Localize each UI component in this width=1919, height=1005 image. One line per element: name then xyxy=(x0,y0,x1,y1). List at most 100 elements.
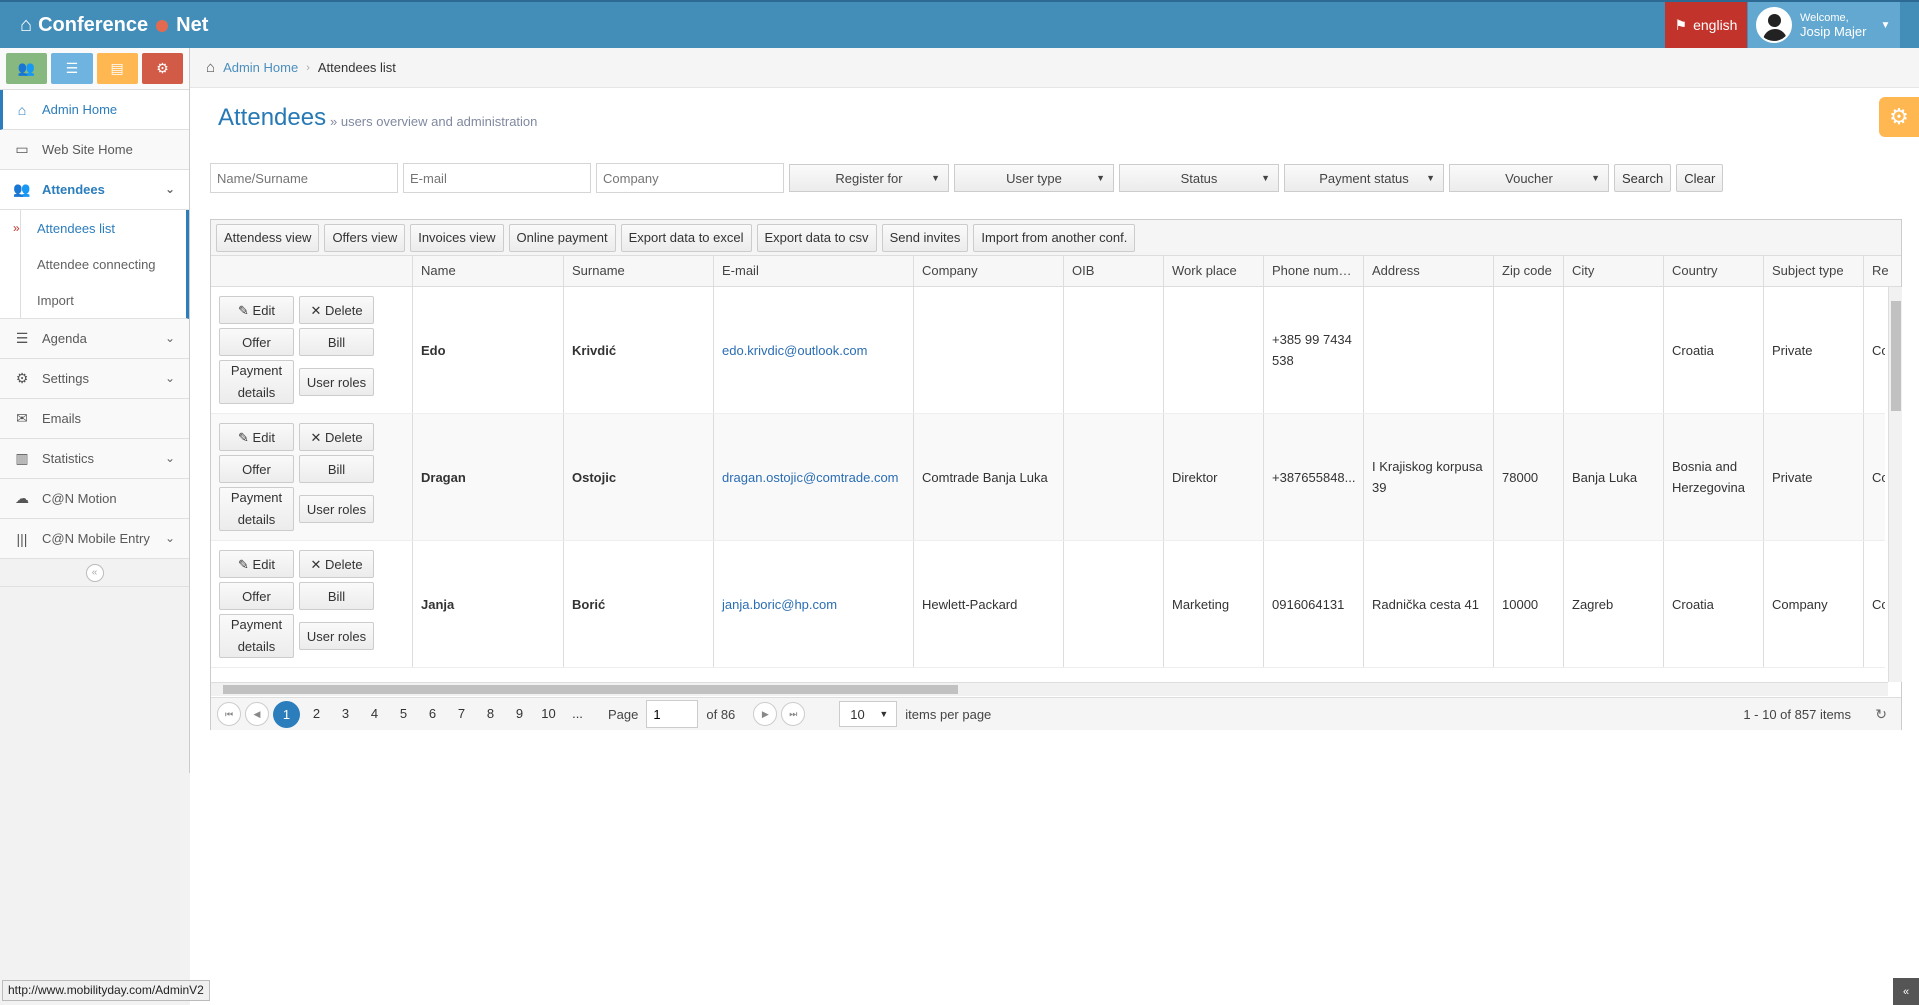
user-roles-button[interactable]: User roles xyxy=(299,495,374,523)
page-5-button[interactable]: 5 xyxy=(399,706,408,721)
sidebar-item-emails[interactable]: ✉ Emails xyxy=(0,399,189,439)
user-roles-button[interactable]: User roles xyxy=(299,622,374,650)
status-dropdown[interactable]: Status ▼ xyxy=(1119,164,1279,192)
email-link[interactable]: janja.boric@hp.com xyxy=(722,596,838,612)
export-excel-button[interactable]: Export data to excel xyxy=(620,223,752,252)
sidebar-subitem-attendees-list[interactable]: Attendees list xyxy=(13,210,186,246)
page-6-button[interactable]: 6 xyxy=(428,706,437,721)
column-header-city[interactable]: City xyxy=(1564,256,1664,286)
offer-button[interactable]: Offer xyxy=(219,328,294,356)
scroll-to-top-button[interactable]: « xyxy=(1893,978,1919,1005)
column-header-name[interactable]: Name xyxy=(413,256,564,286)
column-header-oib[interactable]: OIB xyxy=(1064,256,1164,286)
bill-button[interactable]: Bill xyxy=(299,455,374,483)
offer-button[interactable]: Offer xyxy=(219,582,294,610)
register-for-dropdown[interactable]: Register for ▼ xyxy=(789,164,949,192)
delete-button[interactable]: ✕ Delete xyxy=(299,296,374,324)
scrollbar-thumb[interactable] xyxy=(223,685,958,694)
online-payment-button[interactable]: Online payment xyxy=(508,223,616,252)
user-menu[interactable]: Welcome, Josip Majer ▼ xyxy=(1748,2,1900,48)
sidebar-item-web-site-home[interactable]: ▭ Web Site Home xyxy=(0,130,189,170)
edit-button[interactable]: ✎ Edit xyxy=(219,423,294,451)
first-page-button[interactable]: ⏮ xyxy=(217,702,241,726)
import-another-conf-button[interactable]: Import from another conf. xyxy=(973,223,1136,252)
shortcut-list-button[interactable]: ☰ xyxy=(51,53,93,84)
email-input[interactable] xyxy=(403,163,591,193)
column-header-company[interactable]: Company xyxy=(914,256,1064,286)
user-name: Josip Majer xyxy=(1800,24,1867,39)
column-header-country[interactable]: Country xyxy=(1664,256,1764,286)
user-roles-button[interactable]: User roles xyxy=(299,368,374,396)
page-10-button[interactable]: 10 xyxy=(541,706,556,721)
column-header-work-place[interactable]: Work place xyxy=(1164,256,1264,286)
page-size-dropdown[interactable]: 10 ▼ xyxy=(839,701,898,727)
page-1-button[interactable]: 1 xyxy=(273,700,300,728)
clear-button[interactable]: Clear xyxy=(1676,164,1724,192)
sidebar-item-statistics[interactable]: ▥ Statistics ⌄ xyxy=(0,439,189,479)
edit-button[interactable]: ✎ Edit xyxy=(219,550,294,578)
export-csv-button[interactable]: Export data to csv xyxy=(756,223,877,252)
column-header-zip[interactable]: Zip code xyxy=(1494,256,1564,286)
page-number-input[interactable] xyxy=(646,700,699,728)
sidebar-item-settings[interactable]: ⚙ Settings ⌄ xyxy=(0,359,189,399)
search-button[interactable]: Search xyxy=(1614,164,1672,192)
brand-logo[interactable]: ⌂ Conference Net xyxy=(20,14,208,37)
column-header-surname[interactable]: Surname xyxy=(564,256,714,286)
company-input[interactable] xyxy=(596,163,784,193)
bill-button[interactable]: Bill xyxy=(299,582,374,610)
offers-view-button[interactable]: Offers view xyxy=(324,223,406,252)
column-header-re[interactable]: Re xyxy=(1864,256,1901,286)
page-9-button[interactable]: 9 xyxy=(515,706,524,721)
name-surname-input[interactable] xyxy=(210,163,398,193)
sidebar-item-agenda[interactable]: ☰ Agenda ⌄ xyxy=(0,319,189,359)
column-header-subject-type[interactable]: Subject type xyxy=(1764,256,1864,286)
page-4-button[interactable]: 4 xyxy=(370,706,379,721)
vertical-scrollbar[interactable] xyxy=(1888,287,1902,682)
page-8-button[interactable]: 8 xyxy=(486,706,495,721)
settings-toggle-button[interactable]: ⚙ xyxy=(1879,97,1919,137)
offer-button[interactable]: Offer xyxy=(219,455,294,483)
payment-status-dropdown[interactable]: Payment status ▼ xyxy=(1284,164,1444,192)
scrollbar-thumb[interactable] xyxy=(1891,301,1901,411)
prev-page-button[interactable]: ◀ xyxy=(245,702,269,726)
sidebar-item-attendees[interactable]: 👥 Attendees ⌄ xyxy=(0,170,189,210)
next-page-button[interactable]: ▶ xyxy=(753,702,778,726)
sidebar-item-admin-home[interactable]: ⌂ Admin Home xyxy=(0,90,189,130)
language-button[interactable]: ⚑ english xyxy=(1665,2,1747,48)
user-type-dropdown[interactable]: User type ▼ xyxy=(954,164,1114,192)
breadcrumb-admin-home-link[interactable]: Admin Home xyxy=(223,60,299,75)
email-link[interactable]: dragan.ostojic@comtrade.com xyxy=(722,469,899,485)
delete-button[interactable]: ✕ Delete xyxy=(299,423,374,451)
last-page-button[interactable]: ⏭ xyxy=(781,702,806,726)
invoices-view-button[interactable]: Invoices view xyxy=(410,223,504,252)
email-link[interactable]: edo.krivdic@outlook.com xyxy=(722,342,868,358)
subitem-label: Attendee connecting xyxy=(37,256,156,272)
delete-button[interactable]: ✕ Delete xyxy=(299,550,374,578)
more-pages-button[interactable]: ... xyxy=(572,706,583,721)
sidebar-subitem-import[interactable]: Import xyxy=(20,282,186,318)
attendees-view-button[interactable]: Attendess view xyxy=(216,223,320,252)
shortcut-cogs-button[interactable]: ⚙ xyxy=(141,53,183,84)
collapse-sidebar-icon[interactable]: « xyxy=(85,563,104,582)
sidebar-item-can-mobile-entry[interactable]: ||| C@N Mobile Entry ⌄ xyxy=(0,519,189,559)
bill-button[interactable]: Bill xyxy=(299,328,374,356)
payment-details-button[interactable]: Payment details xyxy=(219,487,294,531)
horizontal-scrollbar[interactable] xyxy=(211,682,1888,696)
page-7-button[interactable]: 7 xyxy=(457,706,466,721)
column-header-phone[interactable]: Phone numb... xyxy=(1264,256,1364,286)
shortcut-users-button[interactable]: 👥 xyxy=(6,53,48,84)
payment-details-button[interactable]: Payment details xyxy=(219,360,294,404)
page-2-button[interactable]: 2 xyxy=(312,706,321,721)
column-header-address[interactable]: Address xyxy=(1364,256,1494,286)
page-3-button[interactable]: 3 xyxy=(341,706,350,721)
shortcut-briefcase-button[interactable]: ▤ xyxy=(96,53,138,84)
sidebar-subitem-attendee-connecting[interactable]: Attendee connecting xyxy=(20,246,186,282)
refresh-icon[interactable]: ↻ xyxy=(1875,705,1887,722)
edit-button[interactable]: ✎ Edit xyxy=(219,296,294,324)
column-header-email[interactable]: E-mail xyxy=(714,256,914,286)
payment-details-button[interactable]: Payment details xyxy=(219,614,294,658)
send-invites-button[interactable]: Send invites xyxy=(881,223,969,252)
voucher-dropdown[interactable]: Voucher ▼ xyxy=(1449,164,1609,192)
sidebar-item-can-motion[interactable]: ☁ C@N Motion xyxy=(0,479,189,519)
row-actions: ✎ Edit ✕ Delete Offer Bill Payment detail… xyxy=(211,541,413,667)
